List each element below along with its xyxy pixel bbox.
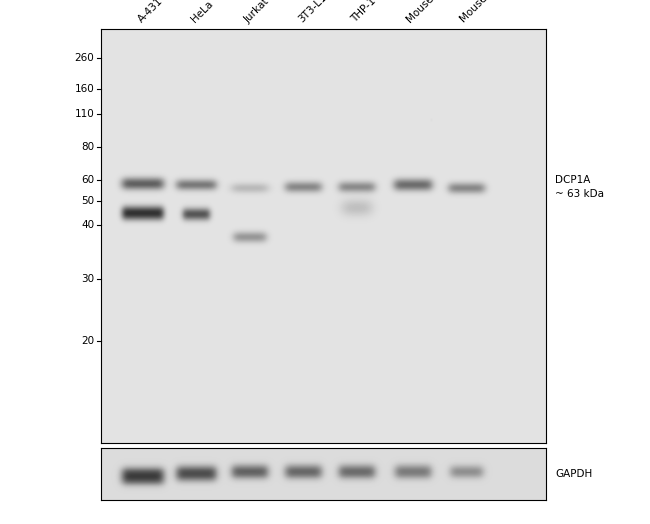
Text: 40: 40 [81,221,94,231]
Text: 110: 110 [74,108,94,118]
Text: 30: 30 [81,274,94,284]
Text: Jurkat: Jurkat [243,0,272,25]
Text: 50: 50 [81,195,94,205]
Text: Mouse Spleen: Mouse Spleen [406,0,464,25]
Text: 260: 260 [74,53,94,63]
Text: DCP1A
~ 63 kDa: DCP1A ~ 63 kDa [555,176,604,199]
Text: 160: 160 [74,84,94,94]
Text: 20: 20 [81,336,94,346]
Text: A-431: A-431 [136,0,164,25]
Text: GAPDH: GAPDH [555,469,592,479]
Text: Mouse Liver: Mouse Liver [459,0,510,25]
Text: THP-1: THP-1 [350,0,378,25]
Text: 3T3-L1: 3T3-L1 [296,0,328,25]
Text: 60: 60 [81,175,94,185]
Text: 80: 80 [81,142,94,152]
Text: HeLa: HeLa [189,0,215,25]
